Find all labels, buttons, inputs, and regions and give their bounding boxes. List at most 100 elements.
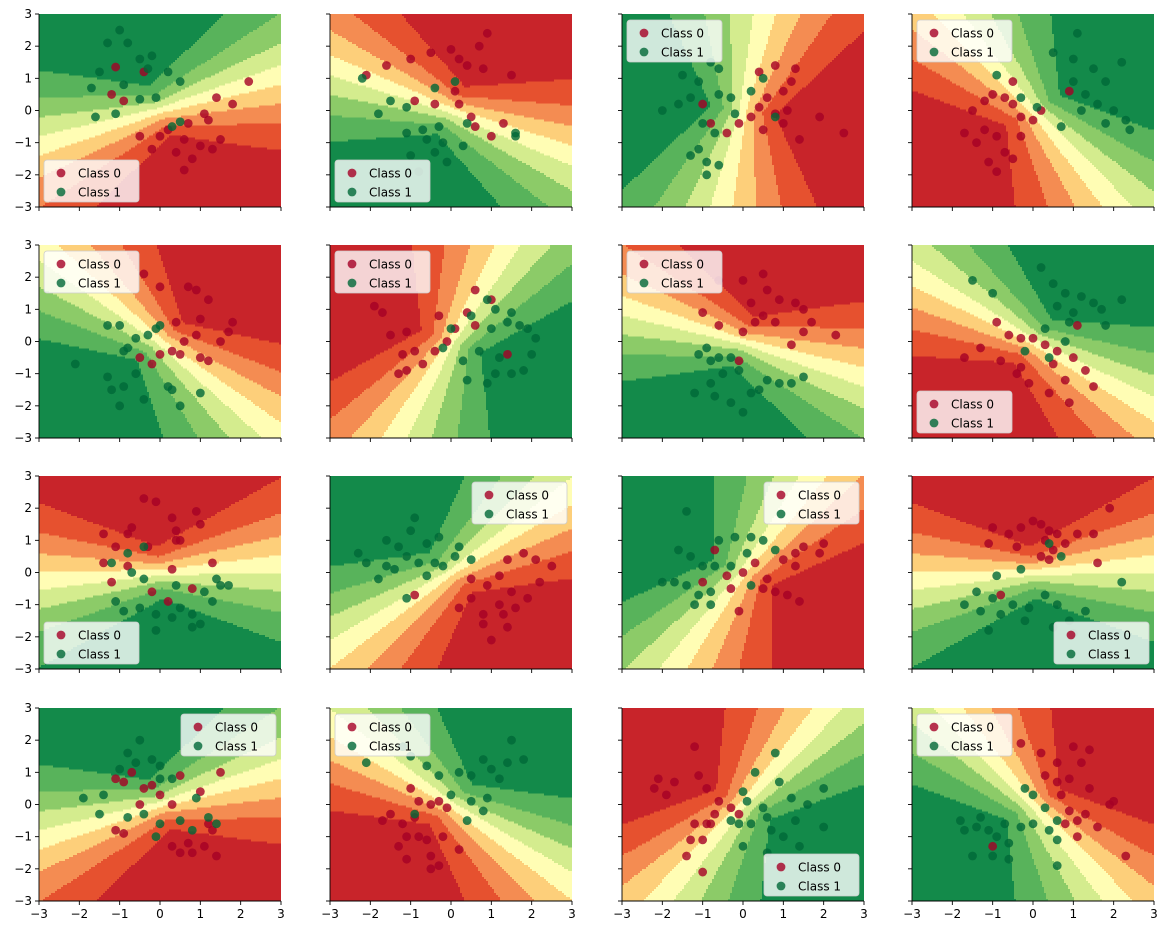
class-1-point [519, 755, 528, 764]
class-0-point [1008, 77, 1018, 86]
class-0-point [216, 135, 225, 144]
class-1-point [466, 796, 476, 806]
class-1-point [795, 841, 804, 851]
class-1-point [531, 333, 541, 343]
class-1-point [507, 308, 516, 317]
class-0-point [1004, 529, 1014, 539]
x-tick-label: 2 [528, 907, 536, 921]
class-0-point [1052, 758, 1062, 768]
class-1-point [410, 513, 420, 523]
class-1-point [1077, 292, 1086, 301]
class-1-point [698, 561, 708, 571]
class-1-point [490, 304, 500, 314]
class-1-point [115, 764, 125, 774]
class-1-point [968, 275, 977, 285]
class-1-point [482, 378, 492, 388]
x-tick-label: 1 [1070, 907, 1078, 921]
class-0-point [714, 796, 724, 806]
class-1-point [139, 542, 149, 552]
class-1-point [1117, 57, 1127, 67]
class-0-point [482, 28, 492, 38]
class-1-point [204, 812, 213, 822]
class-1-point [482, 295, 492, 305]
class-1-point [1060, 337, 1070, 346]
class-1-point [450, 552, 460, 561]
class-0-point [1064, 398, 1074, 408]
y-tick-label: 1 [24, 302, 32, 316]
class-0-point [706, 118, 716, 128]
class-0-point [722, 571, 732, 581]
x-tick-label: −3 [321, 907, 339, 921]
class-1-point [714, 160, 724, 170]
legend-label-class-1: Class 1 [215, 740, 258, 754]
class-0-point [734, 809, 744, 819]
legend: Class 0 Class 1 [626, 250, 723, 294]
class-0-point [127, 767, 137, 777]
class-1-point [706, 587, 716, 597]
class-0-point [466, 593, 476, 603]
class-0-point [1044, 526, 1054, 536]
class-0-point [171, 317, 181, 327]
class-1-point [216, 580, 225, 590]
legend: Class 0 Class 1 [916, 390, 1013, 434]
class-0-point [1016, 333, 1026, 343]
class-0-point [649, 784, 659, 793]
panel-r1-c1: Class 0 Class 1 [326, 244, 573, 442]
class-1-point [119, 80, 129, 90]
class-1-point [155, 761, 165, 771]
class-1-point [450, 77, 460, 86]
legend-marker-class-0 [347, 168, 357, 178]
legend-label-class-0: Class 0 [798, 861, 841, 875]
class-1-point [674, 99, 683, 109]
legend: Class 0 Class 1 [180, 713, 277, 757]
y-tick-label: 3 [24, 701, 32, 715]
class-0-point [1052, 346, 1062, 356]
class-1-point [414, 558, 424, 568]
class-0-point [195, 787, 205, 797]
class-1-point [702, 157, 712, 167]
class-0-point [199, 841, 209, 851]
class-1-point [960, 600, 969, 610]
class-1-point [115, 401, 125, 411]
class-0-point [378, 308, 387, 317]
class-0-point [791, 298, 800, 308]
class-0-point [507, 70, 516, 80]
class-1-point [803, 800, 812, 809]
class-0-point [398, 819, 407, 829]
class-1-point [163, 67, 173, 77]
class-0-point [1089, 529, 1098, 539]
class-0-point [466, 112, 476, 122]
class-1-point [1052, 600, 1062, 610]
class-0-point [175, 535, 185, 545]
class-0-point [410, 96, 420, 106]
legend-label-class-1: Class 1 [951, 740, 994, 754]
class-0-point [734, 606, 744, 616]
class-1-point [742, 548, 752, 558]
class-1-point [458, 356, 468, 366]
panel-r0-c2: Class 0 Class 1 [618, 13, 865, 211]
class-1-point [738, 787, 748, 797]
legend-label-class-1: Class 1 [78, 648, 121, 662]
legend-label-class-0: Class 0 [506, 489, 549, 503]
class-0-point [1089, 382, 1098, 391]
class-0-point [171, 147, 181, 157]
class-1-point [402, 552, 412, 561]
class-1-point [438, 561, 448, 571]
class-0-point [454, 54, 464, 64]
legend-box [43, 250, 140, 294]
class-0-point [1060, 539, 1070, 548]
legend: Class 0 Class 1 [334, 713, 431, 757]
class-0-point [726, 584, 736, 593]
class-0-point [710, 545, 720, 555]
y-tick-label: −3 [14, 431, 32, 445]
class-0-point [661, 790, 671, 800]
class-1-point [972, 822, 981, 832]
class-1-point [1048, 48, 1058, 57]
class-0-point [135, 131, 145, 141]
class-0-point [147, 587, 157, 597]
legend-marker-class-1 [776, 509, 786, 519]
class-0-point [984, 539, 994, 548]
class-0-point [139, 494, 149, 503]
class-1-point [361, 558, 371, 568]
class-1-point [694, 77, 704, 86]
